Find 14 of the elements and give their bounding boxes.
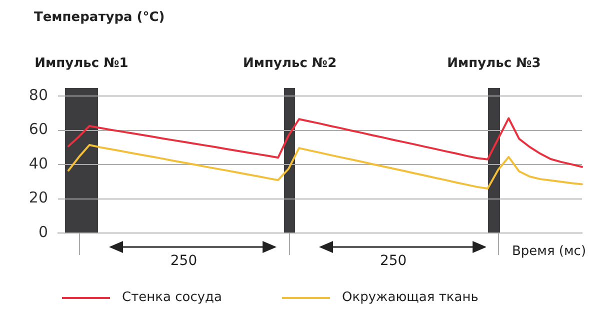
y-tick-label: 80 — [28, 86, 48, 104]
text: 250 — [170, 253, 198, 269]
y-tick-label: 40 — [28, 154, 48, 172]
y-tick-label: 20 — [28, 188, 48, 207]
y-tick-label: 0 — [38, 222, 48, 241]
x-axis-title: Время (мс) — [512, 244, 586, 259]
legend-label: Стенка сосуда — [122, 290, 222, 305]
legend-label: Окружающая ткань — [342, 290, 478, 305]
y-axis-title: Температура (°C) — [34, 10, 165, 25]
text: Импульс №2 — [243, 56, 337, 71]
y-tick-label: 60 — [28, 120, 48, 138]
text: Импульс №3 — [447, 56, 541, 71]
text: Импульс №1 — [34, 56, 128, 71]
text: 250 — [380, 253, 407, 269]
